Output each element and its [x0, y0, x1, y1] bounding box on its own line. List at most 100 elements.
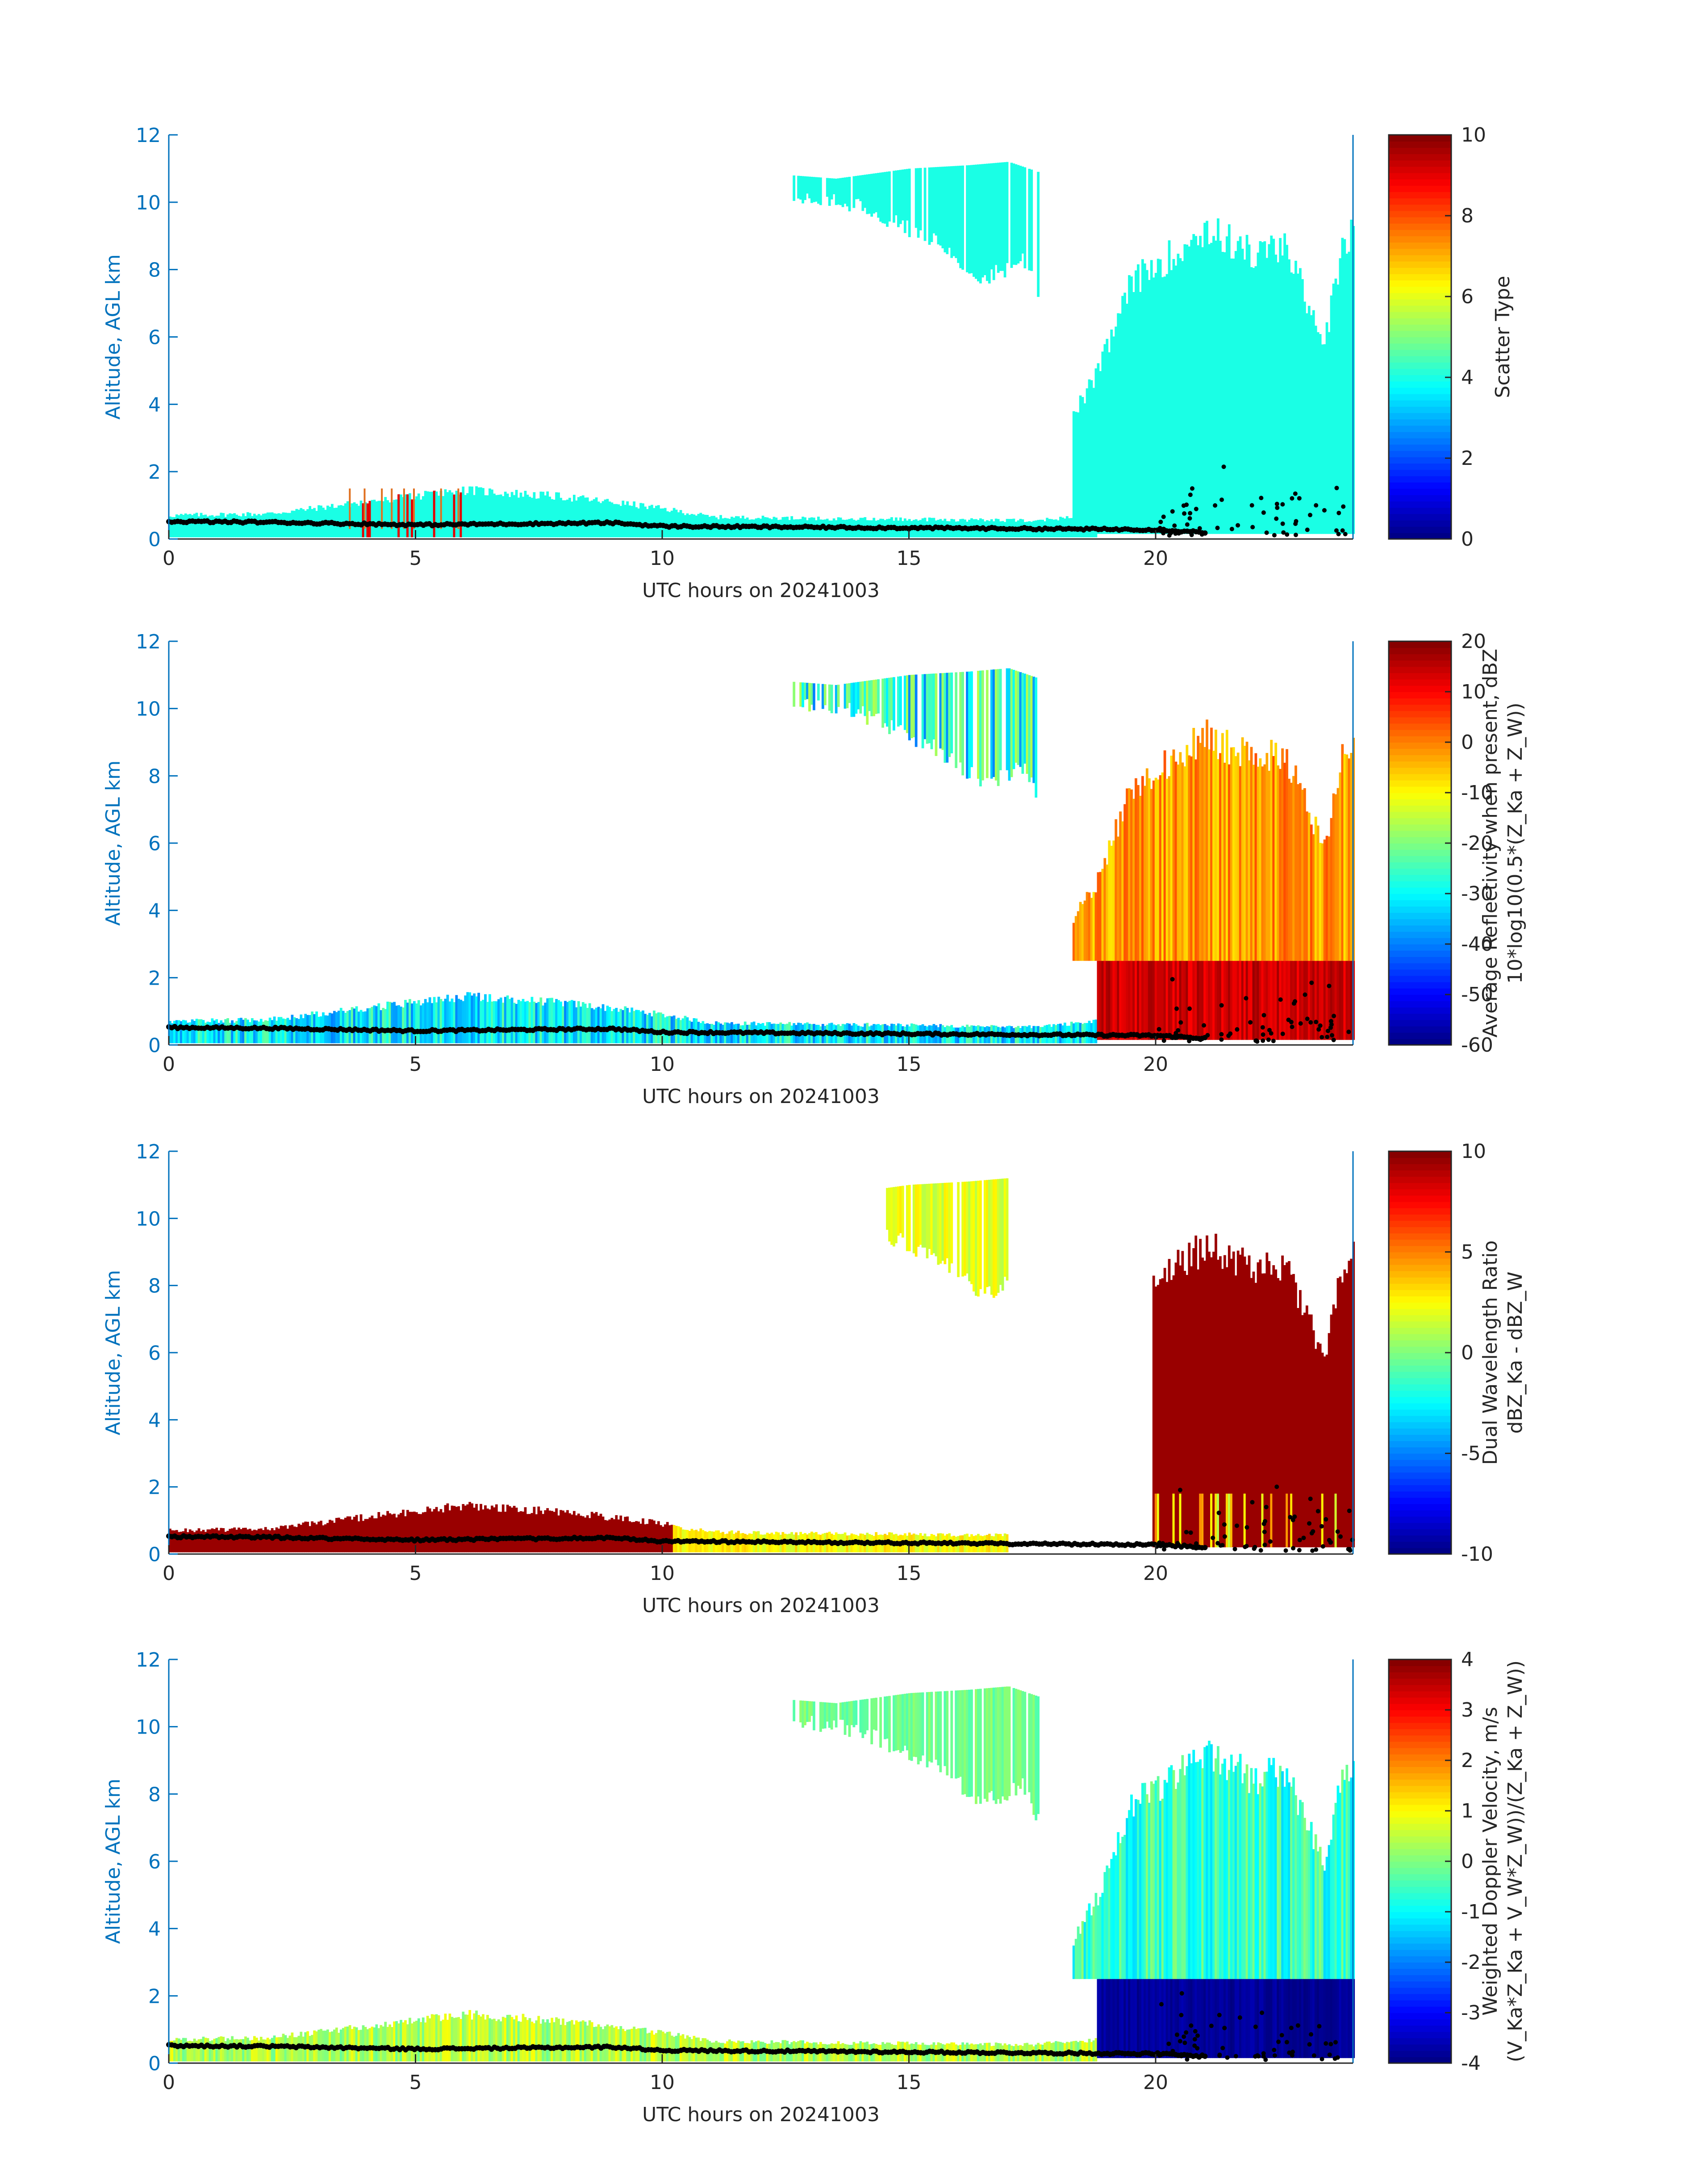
layer-point: [1310, 1548, 1315, 1553]
cloud-cell: [1135, 270, 1137, 534]
cloud-cell: [1321, 1865, 1324, 1979]
cloud-cell: [941, 167, 944, 249]
cloud-cell: [1230, 1755, 1233, 1979]
cloud-cell: [466, 1504, 469, 1553]
cloud-cell: [1215, 729, 1217, 961]
cloud-cell: [1077, 412, 1080, 534]
colorbar-swatch: [1389, 1779, 1451, 1786]
cloud-cell: [1141, 1783, 1144, 1979]
cloud-cell: [1094, 1020, 1098, 1044]
cloud-cell: [1135, 778, 1137, 961]
colorbar-tick-label: -50: [1461, 983, 1493, 1006]
cloud-cell: [266, 2038, 269, 2062]
layer-point: [1336, 510, 1341, 515]
cloud-cell: [813, 683, 815, 710]
cloud-cell: [975, 1181, 977, 1296]
cloud-cell: [1215, 961, 1217, 1040]
cloud-cell: [355, 2027, 358, 2062]
cloud-cell: [1135, 1979, 1137, 2058]
cloud-cell: [177, 2038, 180, 2062]
cloud-cell: [1074, 1939, 1077, 1979]
colorbar-swatch: [1389, 1497, 1451, 1504]
cloud-cell: [1210, 1744, 1213, 1979]
cloud-cell: [1188, 755, 1191, 961]
colorbar-swatch: [1389, 698, 1451, 705]
cloud-cell: [477, 1510, 480, 1553]
cloud-cell: [1239, 961, 1242, 1040]
x-tick-label: 15: [897, 1053, 922, 1076]
cloud-cell: [879, 1697, 882, 1748]
cloud-cell: [535, 2020, 538, 2062]
cloud-cell: [1223, 1759, 1226, 1979]
cloud-cell: [848, 1701, 851, 1737]
cloud-cell: [994, 669, 998, 781]
cloud-cell: [1215, 240, 1217, 534]
cloud-cell: [359, 500, 363, 538]
cloud-cell: [1157, 1285, 1160, 1547]
cloud-cell: [1148, 1802, 1151, 1979]
cloud-cell: [1225, 1267, 1228, 1547]
cloud-cell: [1323, 1979, 1326, 2058]
cloud-cell: [1170, 961, 1173, 1040]
cloud-cell: [1332, 1979, 1335, 2058]
cloud-cell: [1201, 247, 1204, 534]
cloud-cell: [428, 492, 431, 538]
colorbar-swatch: [1389, 957, 1451, 964]
cloud-cell: [1252, 1784, 1255, 1979]
cloud-cell: [508, 2014, 511, 2062]
cloud-cell: [631, 2028, 634, 2062]
colorbar-swatch: [1389, 381, 1451, 388]
cloud-cell: [868, 174, 871, 214]
cloud-cell: [215, 2038, 218, 2062]
cloud-cell: [1332, 1814, 1335, 1979]
colorbar-swatch: [1389, 1678, 1451, 1685]
cloud-cell: [222, 1022, 225, 1044]
layer-point: [1322, 508, 1327, 513]
colorbar-swatch: [1389, 1183, 1451, 1190]
cloud-cell: [793, 1700, 796, 1722]
cloud-cell: [191, 2041, 194, 2062]
cloud-cell: [220, 2036, 223, 2062]
cloud-cell: [524, 2017, 527, 2062]
cloud-cell: [1174, 1262, 1178, 1547]
cloud-cell: [546, 1508, 549, 1553]
layer-point: [1172, 1034, 1177, 1039]
cloud-cell: [1228, 764, 1231, 961]
x-tick-label: 5: [409, 547, 422, 570]
cloud-cell: [595, 497, 598, 538]
cloud-cell: [384, 497, 387, 538]
cloud-cell: [544, 1003, 547, 1044]
cloud-cell: [939, 1183, 942, 1264]
cloud-cell: [382, 501, 385, 538]
cloud-cell: [1325, 961, 1328, 1040]
cloud-cell: [1219, 753, 1222, 961]
colorbar-swatch: [1389, 1516, 1451, 1523]
cloud-cell: [1272, 756, 1275, 961]
colorbar-label: Dual Wavelength Ratio: [1479, 1241, 1502, 1465]
colorbar-swatch: [1389, 887, 1451, 894]
cloud-cell: [1270, 740, 1273, 961]
y-tick-label: 10: [136, 192, 161, 214]
cloud-cell: [959, 1690, 962, 1777]
cloud-cell: [593, 499, 596, 538]
cloud-cell: [584, 1003, 587, 1044]
cloud-cell: [489, 488, 491, 538]
cloud-cell: [664, 2033, 667, 2062]
colorbar-swatch: [1389, 1956, 1451, 1963]
cloud-cell: [1123, 1979, 1126, 2058]
cloud-cell: [1015, 1688, 1018, 1796]
colorbar-swatch: [1389, 1239, 1451, 1246]
layer-point: [1297, 1538, 1302, 1542]
colorbar-swatch: [1389, 1861, 1451, 1868]
cloud-cell: [1283, 1786, 1286, 1979]
layer-point: [1234, 1523, 1239, 1528]
cloud-cell: [1312, 1979, 1315, 2058]
cloud-cell: [879, 172, 882, 222]
cloud-cell: [895, 1187, 898, 1244]
cloud-cell: [999, 162, 1002, 271]
cloud-cell: [606, 2024, 609, 2062]
cloud-cell: [430, 1003, 434, 1044]
cloud-cell: [404, 494, 407, 538]
cloud-cell: [1212, 751, 1215, 961]
cloud-cell: [475, 486, 478, 538]
